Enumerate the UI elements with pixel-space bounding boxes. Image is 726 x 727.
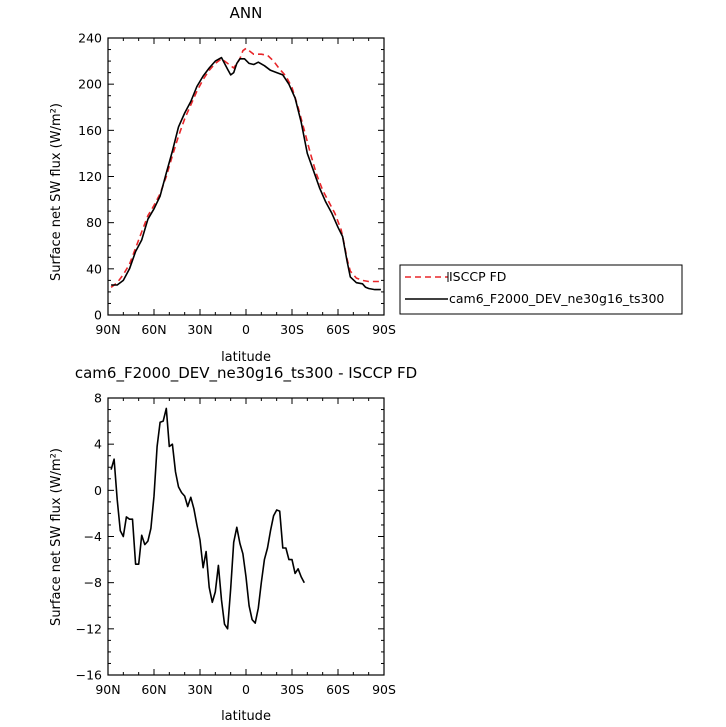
legend-box — [399, 264, 683, 315]
y-tick-label: −8 — [84, 575, 102, 590]
y-tick-label: 40 — [86, 261, 102, 276]
bottom-x-axis-label: latitude — [221, 709, 271, 724]
y-tick-label: 240 — [78, 31, 102, 46]
top-panel: ANN 90N 60N 30N 0 30S 60S 90S 0 40 80 120 160 200 240… — [49, 4, 683, 365]
x-tick-label: 60S — [326, 682, 350, 697]
top-x-axis-label: latitude — [221, 350, 271, 365]
y-tick-label: −12 — [76, 621, 102, 636]
y-tick-label: 8 — [94, 391, 102, 406]
x-tick-label: 60N — [141, 682, 166, 697]
x-tick-label: 30N — [187, 322, 212, 337]
y-tick-label: 80 — [86, 215, 102, 230]
x-tick-label: 0 — [242, 682, 250, 697]
y-tick-label: 4 — [94, 437, 102, 452]
series-line-cam6-f2000-dev-ne30g16-ts300 — [111, 56, 381, 291]
y-tick-label: 160 — [78, 123, 102, 138]
top-plot-frame — [107, 37, 385, 316]
bottom-chart-title: cam6_F2000_DEV_ne30g16_ts300 - ISCCP FD — [75, 364, 417, 383]
x-tick-label: 60N — [141, 322, 166, 337]
x-tick-label: 90S — [372, 682, 396, 697]
series-line-difference — [110, 407, 306, 630]
y-tick-label: −16 — [76, 668, 102, 683]
top-chart-title: ANN — [230, 4, 263, 22]
x-tick-label: 90S — [372, 322, 396, 337]
legend: ISCCP FD cam6_F2000_DEV_ne30g16_ts300 — [399, 264, 683, 315]
legend-label-cam6: cam6_F2000_DEV_ne30g16_ts300 — [449, 291, 664, 306]
bottom-y-axis-label: Surface net SW flux (W/m²) — [49, 448, 64, 626]
x-tick-label: 0 — [242, 322, 250, 337]
y-tick-label: 120 — [78, 169, 102, 184]
x-tick-label: 90N — [95, 682, 120, 697]
y-tick-label: −4 — [84, 529, 102, 544]
top-y-axis-label: Surface net SW flux (W/m²) — [49, 103, 64, 281]
y-tick-label: 0 — [94, 483, 102, 498]
x-tick-label: 30S — [280, 322, 304, 337]
y-tick-label: 200 — [78, 77, 102, 92]
legend-label-isccp: ISCCP FD — [449, 269, 506, 284]
x-tick-label: 90N — [95, 322, 120, 337]
y-tick-label: 0 — [94, 308, 102, 323]
x-tick-label: 30N — [187, 682, 212, 697]
x-tick-label: 60S — [326, 322, 350, 337]
x-tick-label: 30S — [280, 682, 304, 697]
series-line-isccp-fd — [110, 47, 381, 288]
bottom-panel: cam6_F2000_DEV_ne30g16_ts300 - ISCCP FD … — [49, 364, 417, 724]
